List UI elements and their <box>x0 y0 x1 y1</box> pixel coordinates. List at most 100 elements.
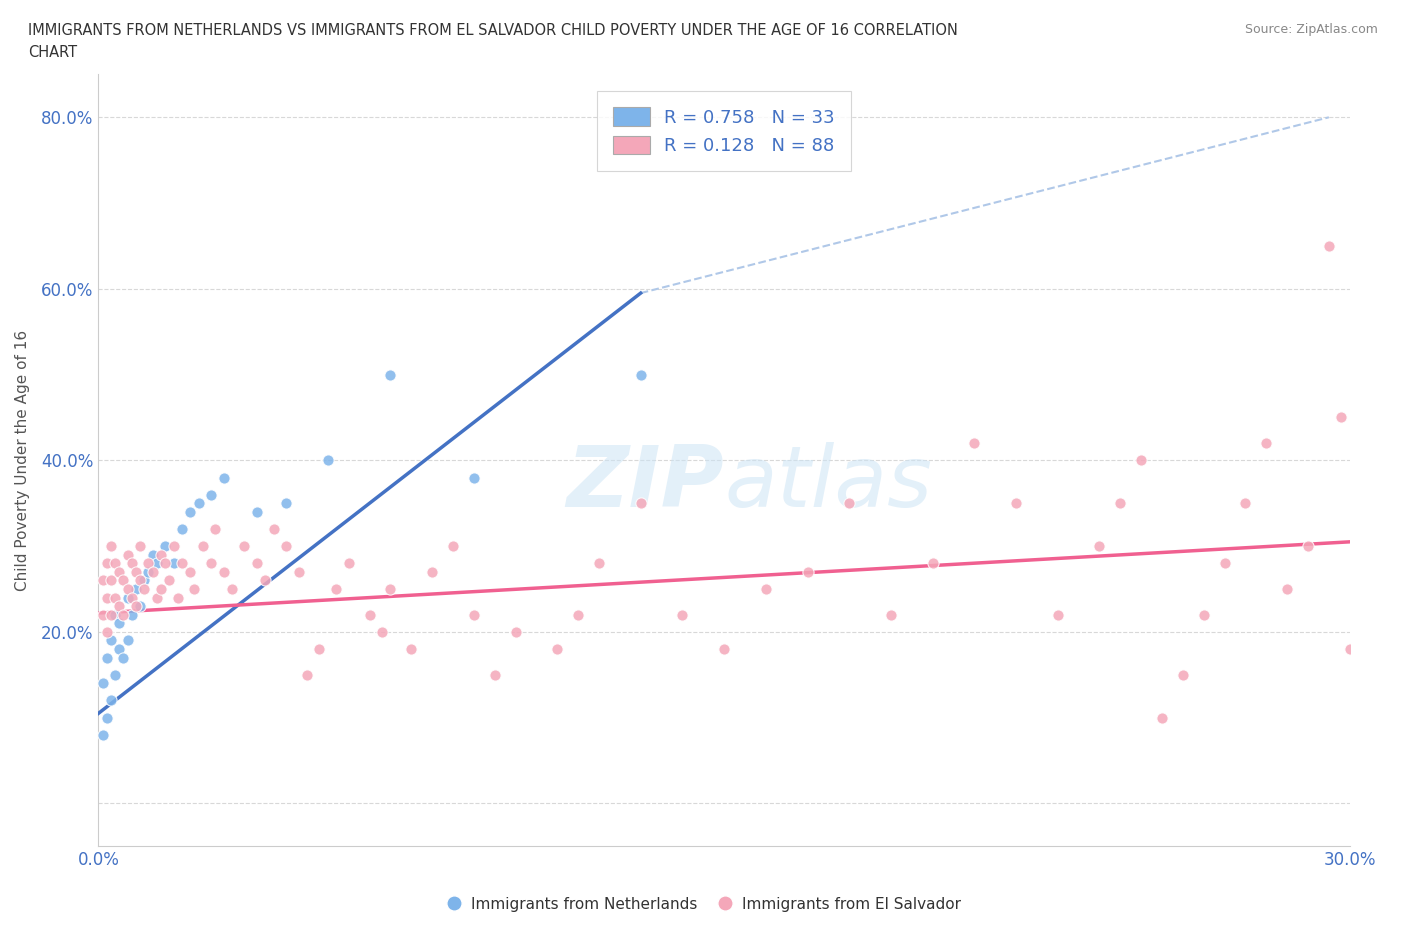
Point <box>484 668 506 683</box>
Point <box>100 633 122 648</box>
Point <box>441 538 464 553</box>
Point <box>1296 538 1319 553</box>
Point <box>146 591 169 605</box>
Point <box>142 547 165 562</box>
Point <box>274 496 298 511</box>
Point <box>108 599 131 614</box>
Point <box>91 573 114 588</box>
Point <box>295 668 318 683</box>
Point <box>134 573 156 588</box>
Point <box>104 591 127 605</box>
Point <box>138 565 160 579</box>
Point <box>91 676 114 691</box>
Point <box>134 581 156 596</box>
Point <box>150 547 173 562</box>
Point <box>1339 642 1361 657</box>
Point <box>1130 453 1153 468</box>
Point <box>1317 238 1340 253</box>
Point <box>183 581 205 596</box>
Point <box>371 624 394 639</box>
Point <box>337 556 360 571</box>
Point <box>921 556 943 571</box>
Point <box>200 487 222 502</box>
Point <box>146 556 169 571</box>
Point <box>1005 496 1028 511</box>
Point <box>1277 581 1299 596</box>
Point <box>880 607 903 622</box>
Legend: R = 0.758   N = 33, R = 0.128   N = 88: R = 0.758 N = 33, R = 0.128 N = 88 <box>598 91 851 171</box>
Point <box>1109 496 1132 511</box>
Point <box>117 591 139 605</box>
Point <box>191 538 214 553</box>
Point <box>108 616 131 631</box>
Point <box>100 607 122 622</box>
Point <box>96 711 118 725</box>
Point <box>117 547 139 562</box>
Point <box>91 727 114 742</box>
Point <box>755 581 778 596</box>
Point <box>162 538 184 553</box>
Point <box>112 607 135 622</box>
Point <box>233 538 256 553</box>
Point <box>274 538 298 553</box>
Point <box>112 573 135 588</box>
Point <box>308 642 330 657</box>
Point <box>96 624 118 639</box>
Text: ZIP: ZIP <box>567 442 724 525</box>
Point <box>129 573 152 588</box>
Y-axis label: Child Poverty Under the Age of 16: Child Poverty Under the Age of 16 <box>15 330 30 591</box>
Point <box>129 538 152 553</box>
Point <box>129 599 152 614</box>
Point <box>713 642 735 657</box>
Point <box>170 522 193 537</box>
Point <box>166 591 188 605</box>
Point <box>630 496 652 511</box>
Point <box>246 556 269 571</box>
Point <box>138 556 160 571</box>
Point <box>104 556 127 571</box>
Point <box>125 565 148 579</box>
Point <box>1150 711 1173 725</box>
Point <box>96 591 118 605</box>
Point <box>1234 496 1257 511</box>
Point <box>1046 607 1069 622</box>
Point <box>150 581 173 596</box>
Text: Source: ZipAtlas.com: Source: ZipAtlas.com <box>1244 23 1378 36</box>
Point <box>187 496 209 511</box>
Point <box>121 607 143 622</box>
Point <box>104 668 127 683</box>
Point <box>96 650 118 665</box>
Point <box>125 581 148 596</box>
Point <box>96 556 118 571</box>
Point <box>117 633 139 648</box>
Point <box>153 538 176 553</box>
Point <box>1347 607 1369 622</box>
Legend: Immigrants from Netherlands, Immigrants from El Salvador: Immigrants from Netherlands, Immigrants … <box>439 890 967 918</box>
Point <box>104 607 127 622</box>
Point <box>100 693 122 708</box>
Point <box>221 581 243 596</box>
Point <box>1192 607 1215 622</box>
Point <box>588 556 610 571</box>
Point <box>263 522 285 537</box>
Point <box>125 599 148 614</box>
Point <box>401 642 423 657</box>
Point <box>157 573 180 588</box>
Point <box>91 607 114 622</box>
Point <box>463 470 485 485</box>
Point <box>671 607 693 622</box>
Point <box>1213 556 1236 571</box>
Point <box>316 453 339 468</box>
Point <box>108 565 131 579</box>
Point <box>162 556 184 571</box>
Point <box>179 565 201 579</box>
Point <box>838 496 860 511</box>
Point <box>121 556 143 571</box>
Point <box>630 367 652 382</box>
Point <box>153 556 176 571</box>
Point <box>505 624 527 639</box>
Text: CHART: CHART <box>28 45 77 60</box>
Point <box>100 573 122 588</box>
Point <box>117 581 139 596</box>
Point <box>179 504 201 519</box>
